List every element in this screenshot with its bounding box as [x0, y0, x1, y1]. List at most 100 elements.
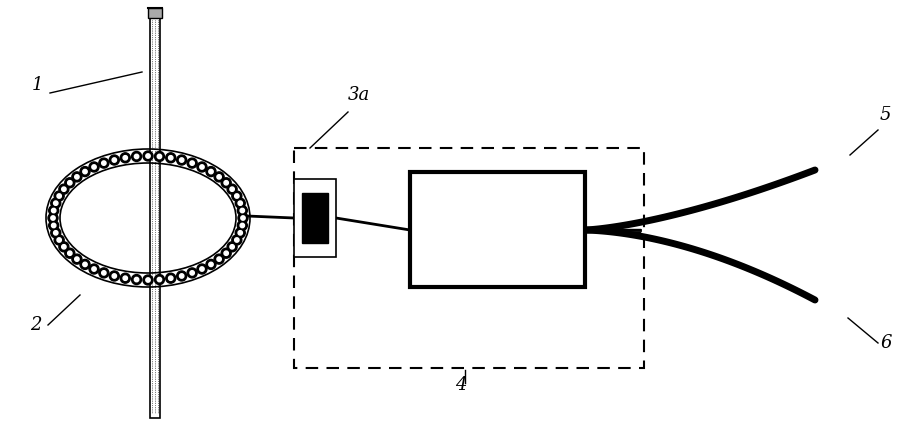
Circle shape [209, 262, 213, 267]
Circle shape [131, 152, 141, 161]
Circle shape [83, 169, 87, 174]
Circle shape [176, 271, 187, 281]
Circle shape [168, 276, 173, 280]
Circle shape [54, 231, 58, 235]
Circle shape [57, 194, 61, 198]
Circle shape [157, 154, 162, 159]
Text: 3a: 3a [348, 86, 371, 104]
Circle shape [120, 153, 130, 163]
Circle shape [190, 161, 194, 165]
Text: 5: 5 [880, 106, 892, 124]
Circle shape [102, 270, 106, 275]
Circle shape [134, 277, 139, 282]
Circle shape [165, 273, 176, 283]
Text: 6: 6 [880, 334, 892, 352]
Circle shape [51, 228, 61, 238]
Circle shape [165, 153, 176, 163]
Circle shape [120, 273, 130, 283]
Circle shape [217, 175, 222, 179]
Circle shape [224, 181, 228, 185]
Circle shape [89, 264, 99, 274]
Circle shape [112, 274, 116, 278]
Text: 4: 4 [455, 376, 467, 394]
Circle shape [227, 184, 237, 194]
Bar [150, 8, 160, 418]
Circle shape [238, 213, 248, 223]
Circle shape [221, 178, 231, 188]
Circle shape [237, 205, 248, 216]
Circle shape [200, 165, 204, 169]
Circle shape [197, 264, 207, 274]
Circle shape [240, 208, 245, 213]
Circle shape [224, 251, 228, 256]
Circle shape [131, 274, 141, 285]
Circle shape [179, 158, 184, 162]
Circle shape [236, 228, 245, 238]
Circle shape [168, 156, 173, 160]
Circle shape [217, 257, 222, 262]
Circle shape [55, 235, 64, 245]
Circle shape [238, 231, 242, 235]
Circle shape [49, 205, 59, 216]
Circle shape [72, 254, 82, 264]
Circle shape [143, 151, 153, 161]
Circle shape [57, 238, 61, 242]
Circle shape [232, 235, 242, 245]
Circle shape [232, 191, 242, 201]
Circle shape [134, 154, 139, 159]
Circle shape [102, 161, 106, 165]
Circle shape [49, 220, 59, 230]
Circle shape [146, 278, 151, 282]
Circle shape [206, 166, 216, 177]
Circle shape [123, 276, 128, 280]
Circle shape [75, 257, 79, 262]
Circle shape [179, 274, 184, 278]
Circle shape [62, 187, 67, 191]
Circle shape [89, 162, 99, 172]
Circle shape [91, 267, 96, 271]
Circle shape [237, 220, 248, 230]
Bar [148, 8, 162, 18]
Circle shape [52, 208, 55, 213]
Circle shape [176, 155, 187, 165]
Circle shape [214, 172, 225, 182]
Circle shape [235, 194, 239, 198]
Circle shape [230, 187, 235, 191]
Circle shape [200, 267, 204, 271]
Text: 1: 1 [32, 76, 43, 94]
Circle shape [83, 262, 87, 267]
Circle shape [109, 271, 119, 281]
Circle shape [51, 198, 61, 208]
Circle shape [123, 156, 128, 160]
Circle shape [238, 201, 242, 205]
Circle shape [67, 181, 72, 185]
Circle shape [188, 158, 197, 168]
Circle shape [197, 162, 207, 172]
Circle shape [80, 166, 90, 177]
Circle shape [55, 191, 64, 201]
Circle shape [59, 184, 69, 194]
Bar [294, 179, 336, 257]
Circle shape [54, 201, 58, 205]
Circle shape [51, 216, 55, 220]
Circle shape [112, 158, 116, 162]
Circle shape [67, 251, 72, 256]
Circle shape [72, 172, 82, 182]
Bar [294, 148, 644, 368]
Circle shape [52, 223, 55, 228]
Circle shape [109, 155, 119, 165]
Circle shape [48, 213, 58, 223]
Circle shape [143, 275, 153, 285]
Circle shape [99, 158, 109, 168]
Circle shape [157, 277, 162, 282]
Circle shape [59, 242, 69, 252]
Circle shape [62, 245, 67, 249]
Circle shape [99, 268, 109, 278]
Circle shape [227, 242, 237, 252]
Circle shape [65, 178, 75, 188]
Circle shape [221, 248, 231, 258]
Circle shape [75, 175, 79, 179]
Circle shape [154, 274, 164, 285]
Circle shape [146, 154, 151, 158]
Circle shape [240, 223, 245, 228]
